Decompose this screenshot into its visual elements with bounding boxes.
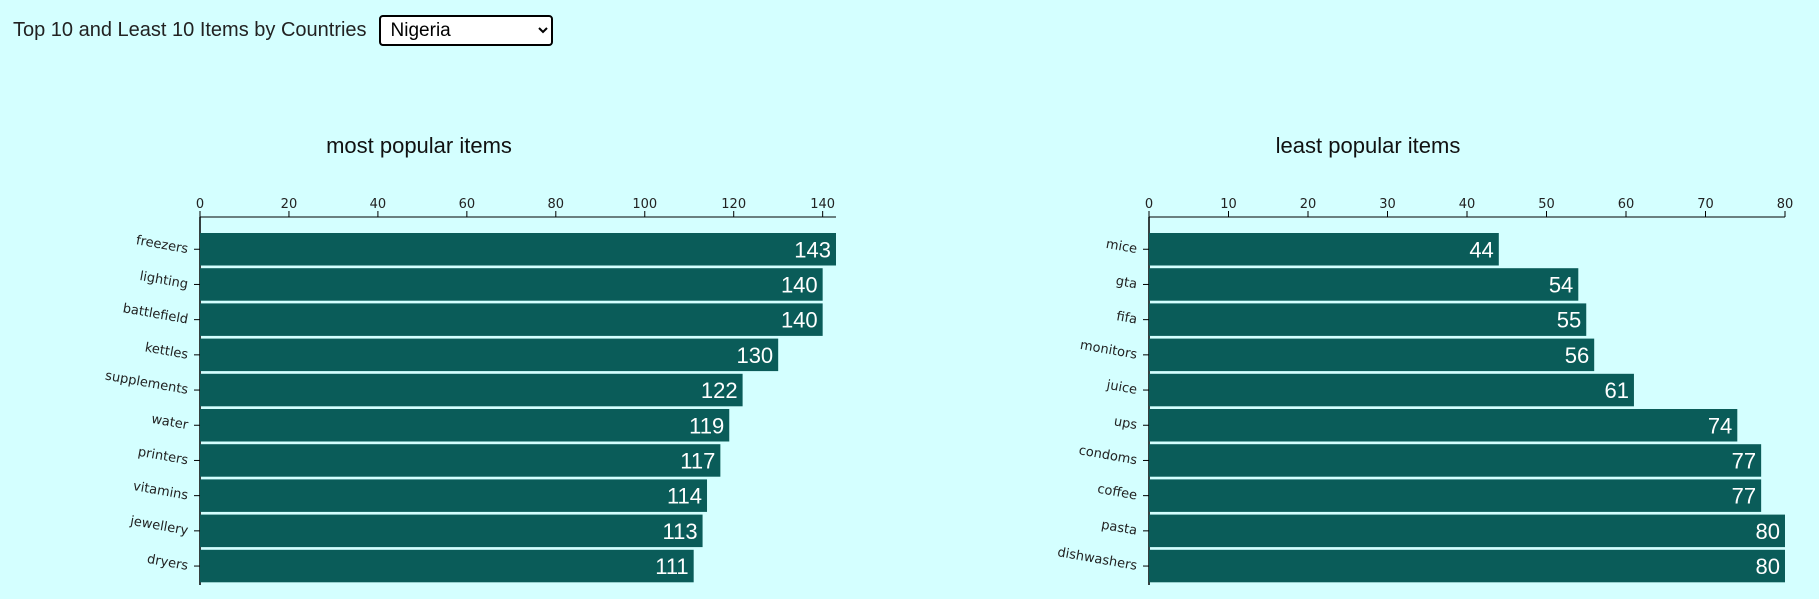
- popular-bar: [200, 514, 703, 548]
- least-category-label: condoms: [1078, 443, 1139, 468]
- header: Top 10 and Least 10 Items by Countries N…: [13, 15, 553, 46]
- popular-bar: [200, 373, 743, 407]
- popular-bar: [200, 303, 823, 336]
- popular-category-label: vitamins: [132, 479, 190, 503]
- least-x-tick-label: 60: [1618, 197, 1635, 212]
- least-bar: [1149, 479, 1762, 512]
- least-value-label: 77: [1732, 448, 1756, 473]
- popular-value-label: 143: [794, 237, 831, 262]
- least-category-label: juice: [1104, 378, 1138, 398]
- least-x-tick-label: 0: [1145, 197, 1153, 212]
- popular-x-tick-label: 0: [196, 197, 204, 212]
- country-select[interactable]: Nigeria: [378, 15, 553, 46]
- popular-x-tick-label: 120: [721, 197, 746, 212]
- popular-bar: [200, 233, 836, 266]
- least-value-label: 74: [1708, 413, 1732, 438]
- popular-category-label: water: [150, 412, 190, 433]
- least-bar: [1149, 268, 1579, 301]
- popular-chart-title: most popular items: [326, 133, 512, 158]
- popular-value-label: 140: [781, 308, 818, 333]
- popular-value-label: 122: [701, 378, 738, 403]
- popular-value-label: 130: [736, 343, 773, 368]
- least-category-label: fifa: [1115, 309, 1138, 327]
- popular-x-tick-label: 100: [632, 197, 657, 212]
- least-bar: [1149, 444, 1762, 477]
- least-x-tick-label: 40: [1459, 197, 1476, 212]
- least-bar: [1149, 549, 1785, 583]
- header-label: Top 10 and Least 10 Items by Countries: [13, 19, 367, 41]
- least-bar: [1149, 409, 1738, 442]
- least-x-tick-label: 30: [1379, 197, 1396, 212]
- popular-category-label: jewellery: [128, 514, 190, 539]
- least-category-label: gta: [1115, 274, 1139, 292]
- least-value-label: 54: [1549, 272, 1573, 297]
- least-value-label: 44: [1469, 237, 1493, 262]
- popular-bar: [200, 479, 708, 512]
- least-bar: [1149, 338, 1595, 372]
- least-category-label: pasta: [1100, 518, 1138, 539]
- least-value-label: 80: [1756, 519, 1780, 544]
- least-category-label: monitors: [1079, 338, 1139, 363]
- least-bar: [1149, 373, 1634, 407]
- popular-value-label: 113: [662, 519, 697, 544]
- popular-bar: [200, 409, 730, 442]
- popular-value-label: 117: [680, 448, 715, 473]
- least-value-label: 55: [1557, 308, 1581, 333]
- least-x-tick-label: 50: [1538, 197, 1555, 212]
- least-x-tick-label: 10: [1220, 197, 1237, 212]
- popular-x-tick-label: 140: [810, 197, 835, 212]
- popular-value-label: 111: [655, 554, 688, 579]
- least-chart-title: least popular items: [1276, 133, 1461, 158]
- popular-x-tick-label: 60: [459, 197, 476, 212]
- least-category-label: mice: [1105, 237, 1139, 257]
- least-value-label: 61: [1604, 378, 1628, 403]
- popular-value-label: 140: [781, 272, 818, 297]
- popular-category-label: kettles: [144, 340, 190, 362]
- popular-value-label: 114: [667, 484, 702, 509]
- popular-category-label: supplements: [104, 369, 189, 398]
- least-x-tick-label: 70: [1697, 197, 1714, 212]
- least-value-label: 77: [1732, 484, 1756, 509]
- least-bar: [1149, 514, 1785, 548]
- least-x-tick-label: 80: [1777, 197, 1794, 212]
- popular-bar: [200, 338, 779, 372]
- popular-category-label: lighting: [138, 269, 189, 292]
- popular-x-tick-label: 40: [370, 197, 387, 212]
- popular-bar: [200, 444, 721, 477]
- popular-x-tick-label: 80: [548, 197, 565, 212]
- least-category-label: coffee: [1096, 482, 1138, 504]
- popular-category-label: freezers: [135, 233, 190, 257]
- least-bar: [1149, 303, 1587, 336]
- least-value-label: 56: [1565, 343, 1589, 368]
- popular-category-label: battlefield: [122, 301, 190, 327]
- popular-bar: [200, 268, 823, 301]
- popular-category-label: printers: [137, 445, 190, 469]
- least-category-label: ups: [1113, 414, 1139, 433]
- popular-x-tick-label: 20: [281, 197, 298, 212]
- popular-value-label: 119: [689, 413, 724, 438]
- least-value-label: 80: [1756, 554, 1780, 579]
- popular-bar: [200, 549, 694, 583]
- least-category-label: dishwashers: [1056, 545, 1138, 574]
- least-bar: [1149, 233, 1499, 266]
- least-x-tick-label: 20: [1300, 197, 1317, 212]
- popular-category-label: dryers: [146, 552, 190, 574]
